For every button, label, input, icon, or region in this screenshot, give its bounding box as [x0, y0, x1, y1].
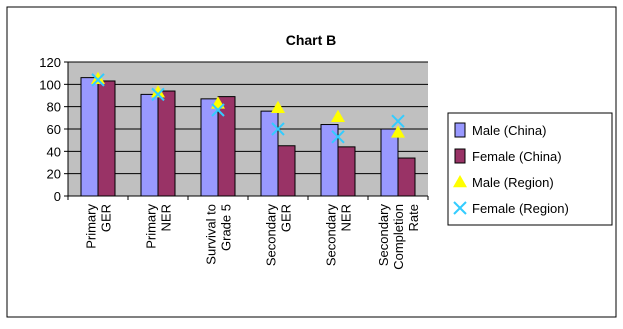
legend-item-male-region[interactable]: Male (Region)	[453, 175, 554, 190]
legend-label: Female (Region)	[472, 201, 569, 216]
x-stroke	[391, 114, 405, 128]
bar-male-china[interactable]	[80, 77, 99, 197]
bar-female-china[interactable]	[277, 145, 296, 197]
x-category-label: Primary GER	[84, 204, 114, 249]
bar-female-china[interactable]	[97, 80, 116, 197]
bar-female-china[interactable]	[397, 157, 416, 197]
legend-swatch-triangle[interactable]	[453, 175, 467, 188]
legend-item-female-china[interactable]: Female (China)	[454, 148, 562, 164]
x-category-label: Survival to Grade 5	[204, 204, 234, 265]
legend-box	[447, 112, 613, 226]
x-category-label-line: NER	[339, 204, 354, 231]
y-tick-label: 0	[54, 189, 61, 204]
x-category-label-line: GER	[279, 204, 294, 232]
x-category-label-line: Primary	[84, 204, 99, 249]
marker-female-region[interactable]	[151, 87, 165, 102]
legend-label: Male (Region)	[472, 175, 554, 190]
marker-male-region[interactable]	[391, 125, 405, 138]
x-category-label-line: Survival to	[204, 204, 219, 265]
x-stroke	[453, 201, 467, 215]
legend: Male (China) Female (China) Male (Region) F…	[447, 112, 613, 226]
x-category-label-line: Completion	[391, 204, 406, 270]
legend-item-female-region[interactable]: Female (Region)	[453, 201, 569, 216]
bar-female-china[interactable]	[337, 146, 356, 197]
bar-male-china[interactable]	[380, 128, 399, 197]
x-category-label-line: Secondary	[264, 204, 279, 267]
marker-female-region[interactable]	[331, 130, 345, 144]
legend-swatch	[454, 148, 466, 164]
marker-male-region[interactable]	[151, 85, 165, 98]
bar-female-china[interactable]	[157, 90, 176, 197]
legend-swatch-x[interactable]	[453, 201, 467, 215]
x-stroke	[271, 122, 285, 136]
marker-female-region[interactable]	[91, 73, 105, 87]
marker-female-region[interactable]	[211, 103, 225, 117]
bar-male-china[interactable]	[140, 93, 159, 197]
marker-male-region[interactable]	[271, 100, 285, 114]
y-tick-label: 100	[39, 77, 61, 92]
x-category-label-line: Primary	[144, 204, 159, 249]
marker-male-region[interactable]	[331, 109, 345, 122]
x-category-label-line: Rate	[406, 204, 421, 231]
x-stroke	[91, 73, 105, 87]
y-tick-label: 40	[47, 144, 61, 159]
x-category-label-line: NER	[159, 204, 174, 231]
marker-female-region[interactable]	[271, 122, 285, 136]
y-tick-label: 120	[39, 55, 61, 70]
x-stroke	[151, 87, 165, 102]
x-category-label: Secondary Completion Rate	[376, 204, 421, 270]
x-category-label-line: Secondary	[376, 204, 391, 267]
x-stroke	[331, 130, 345, 144]
x-category-label: Secondary GER	[264, 204, 294, 267]
x-category-label: Primary NER	[144, 204, 174, 249]
legend-label: Male (China)	[472, 123, 546, 138]
x-stroke	[211, 103, 225, 117]
marker-female-region[interactable]	[391, 114, 405, 128]
y-tick-label: 60	[47, 122, 61, 137]
marker-male-region[interactable]	[91, 71, 105, 84]
legend-swatch	[454, 122, 466, 138]
x-category-label-line: GER	[99, 204, 114, 232]
legend-label: Female (China)	[472, 149, 562, 164]
x-category-label-line: Secondary	[324, 204, 339, 267]
bar-female-china[interactable]	[217, 96, 236, 197]
chart-title: Chart B	[286, 32, 337, 48]
y-tick-label: 80	[47, 100, 61, 115]
x-category-label: Secondary NER	[324, 204, 354, 267]
x-category-label-line: Grade 5	[219, 204, 234, 251]
legend-item-male-china[interactable]: Male (China)	[454, 122, 546, 138]
y-tick-label: 20	[47, 167, 61, 182]
bar-male-china[interactable]	[260, 110, 279, 197]
